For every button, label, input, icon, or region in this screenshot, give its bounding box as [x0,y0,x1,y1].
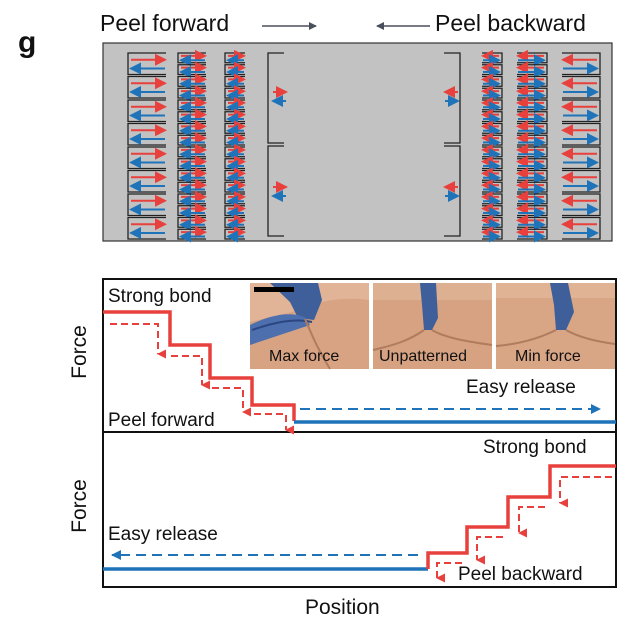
pattern-cell [517,205,548,217]
pattern-cell [127,75,166,99]
pattern-cell [177,169,206,181]
bottom-red-dashed-step-1 [559,476,612,508]
pattern-cell [517,216,548,228]
pattern-cell [177,52,206,64]
bottom-y-axis-label: Force [68,479,91,533]
pattern-cell [517,193,548,205]
scale-bar [254,287,294,292]
top-red-dashed-step-3 [212,387,251,417]
pattern-cell [127,146,166,170]
pattern-cell [127,99,166,123]
top-red-dashed-step-4 [254,413,294,435]
top-peel-forward-label: Peel forward [108,410,215,431]
bottom-red-dashed-step-4 [436,562,462,583]
top-strong-bond-label: Strong bond [108,286,212,307]
pattern-cell [517,228,548,240]
bottom-plot-curves [103,464,616,583]
peel-backward-header: Peel backward [435,10,586,36]
pattern-cell [562,52,601,76]
photo-insets [250,283,616,370]
pattern-cell [127,52,166,76]
pattern-cell [562,193,601,217]
pattern-cell [177,87,206,99]
pattern-cell [517,111,548,123]
pattern-cell [517,169,548,181]
large-bracket-left-upper [267,52,284,144]
top-red-staircase [103,310,296,421]
top-plot-curves [103,310,616,435]
pattern-cell [517,158,548,170]
pattern-cell [562,122,601,146]
pattern-cell [517,122,548,134]
bottom-red-staircase [426,464,616,569]
pattern-cell [177,64,206,76]
photo-unpatterned [372,283,493,369]
pattern-cell [127,122,166,146]
photo-max-force [250,283,369,370]
top-easy-release-label: Easy release [466,377,576,398]
pattern-cell [517,99,548,111]
pattern-elements [127,49,601,243]
top-red-dashed-step-2 [171,355,210,390]
bottom-red-dashed-step-2 [518,506,545,538]
peel-forward-header: Peel forward [100,10,230,36]
top-y-axis-label: Force [68,325,91,379]
pattern-cell [127,216,166,240]
pattern-cell [177,111,206,123]
pattern-cell [517,146,548,158]
pattern-cell [517,87,548,99]
bottom-red-dashed-step-3 [476,536,503,565]
large-bracket-right-upper [444,52,461,144]
pattern-cell [177,99,206,111]
pattern-cell [177,205,206,217]
pattern-cell [177,158,206,170]
pattern-cell [177,134,206,146]
x-axis-label: Position [305,596,380,619]
large-bracket-right-lower [444,145,461,237]
pattern-cell [562,169,601,193]
photo-caption-unpatterned: Unpatterned [379,348,468,365]
pattern-cell [177,181,206,193]
pattern-cell [127,193,166,217]
bottom-strong-bond-label: Strong bond [483,437,587,458]
pattern-cell [127,169,166,193]
pattern-cell [562,75,601,99]
pattern-cell [517,64,548,76]
photo-caption-min-force: Min force [515,348,581,365]
panel-label: g [18,26,37,59]
pattern-cell [517,181,548,193]
pattern-cell [517,52,548,64]
pattern-cell [177,216,206,228]
pattern-cell [177,75,206,87]
bottom-easy-release-label: Easy release [108,524,218,545]
top-red-dashed-step-1 [110,323,166,359]
pattern-cell [177,122,206,134]
pattern-cell [177,193,206,205]
large-bracket-left-lower [267,145,284,237]
photo-caption-max-force: Max force [269,348,340,365]
pattern-cell [177,146,206,158]
pattern-cell [562,99,601,123]
bottom-peel-backward-label: Peel backward [458,564,583,585]
pattern-cell [562,216,601,240]
pattern-cell [517,75,548,87]
pattern-cell [177,228,206,240]
photo-min-force [495,283,616,369]
pattern-cell [517,134,548,146]
pattern-cell [562,146,601,170]
